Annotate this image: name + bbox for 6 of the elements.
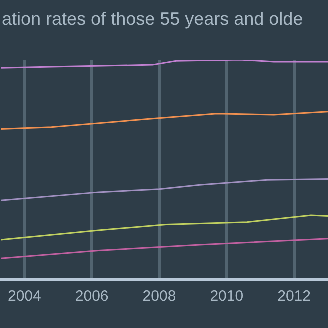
x-tick-label: 2004 — [8, 288, 42, 306]
x-tick-label: 2012 — [278, 288, 311, 306]
x-tick-label: 2008 — [142, 288, 176, 306]
x-tick-label: 2010 — [210, 288, 244, 306]
x-tick-label: 2006 — [75, 288, 109, 306]
chart-title: ation rates of those 55 years and olde — [2, 8, 304, 29]
